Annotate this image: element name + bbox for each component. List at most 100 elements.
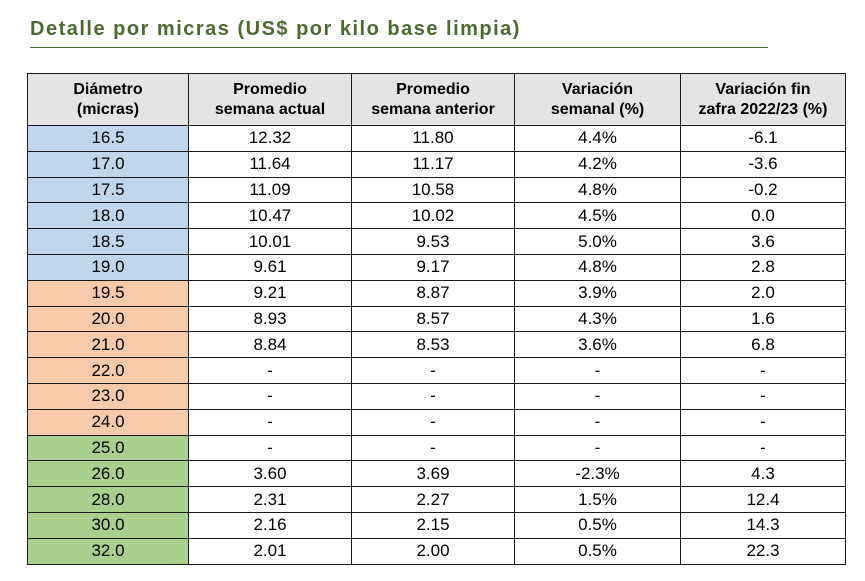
- value-cell: 4.8%: [514, 176, 681, 204]
- diameter-cell: 22.0: [27, 357, 189, 384]
- value-cell: 4.5%: [514, 202, 681, 230]
- value-cell: -: [188, 382, 352, 410]
- table-row: 22.0- - - -: [27, 357, 846, 384]
- value-cell: 8.87: [351, 279, 515, 307]
- table-row: 26.0 3.60 3.69 -2.3% 4.3: [27, 460, 846, 488]
- table-row: 16.5 12.32 11.80 4.4% -6.1: [27, 125, 846, 152]
- value-cell: -: [351, 434, 515, 462]
- value-cell: -3.6: [680, 150, 846, 178]
- diameter-cell: 17.0: [27, 150, 189, 178]
- table-row: 21.0 8.84 8.53 3.6% 6.8: [27, 331, 846, 359]
- value-cell: -: [514, 357, 681, 384]
- value-cell: 3.6: [680, 228, 846, 255]
- table-row: 23.0- - - -: [27, 382, 846, 410]
- value-cell: 10.58: [351, 176, 515, 204]
- table-row: 19.0 9.61 9.17 4.8% 2.8: [27, 253, 846, 281]
- value-cell: -: [680, 408, 846, 436]
- value-cell: -2.3%: [514, 460, 681, 488]
- value-cell: 0.5%: [514, 537, 681, 565]
- value-cell: 8.53: [351, 331, 515, 359]
- diameter-cell: 19.5: [27, 279, 189, 307]
- value-cell: 9.53: [351, 228, 515, 255]
- diameter-cell: 26.0: [27, 460, 189, 488]
- value-cell: 2.15: [351, 511, 515, 539]
- value-cell: 22.3: [680, 537, 846, 565]
- value-cell: 10.01: [188, 228, 352, 255]
- value-cell: 2.27: [351, 486, 515, 513]
- value-cell: 2.00: [351, 537, 515, 565]
- value-cell: 11.64: [188, 150, 352, 178]
- value-cell: 11.09: [188, 176, 352, 204]
- value-cell: 3.60: [188, 460, 352, 488]
- header-line: zafra 2022/23 (%): [698, 100, 828, 118]
- table-row: 28.0 2.31 2.27 1.5% 12.4: [27, 486, 846, 513]
- diameter-cell: 16.5: [27, 125, 189, 152]
- header-variacion-semanal: Variación semanal (%): [514, 73, 681, 126]
- table-row: 30.0 2.16 2.15 0.5% 14.3: [27, 511, 846, 539]
- diameter-cell: 30.0: [27, 511, 189, 539]
- diameter-cell: 21.0: [27, 331, 189, 359]
- table-header-row: Diámetro (micras) Promedio semana actual P…: [27, 73, 846, 126]
- value-cell: 10.02: [351, 202, 515, 230]
- table-row: 19.5 9.21 8.87 3.9% 2.0: [27, 279, 846, 307]
- value-cell: 0.0: [680, 202, 846, 230]
- header-variacion-zafra: Variación fin zafra 2022/23 (%): [680, 73, 846, 126]
- value-cell: -6.1: [680, 125, 846, 152]
- value-cell: 3.6%: [514, 331, 681, 359]
- value-cell: 3.9%: [514, 279, 681, 307]
- value-cell: 2.0: [680, 279, 846, 307]
- diameter-cell: 17.5: [27, 176, 189, 204]
- value-cell: -: [680, 357, 846, 384]
- price-table: Diámetro (micras) Promedio semana actual P…: [27, 73, 846, 565]
- header-line: semana anterior: [371, 100, 495, 118]
- diameter-cell: 28.0: [27, 486, 189, 513]
- diameter-cell: 19.0: [27, 253, 189, 281]
- header-diametro: Diámetro (micras): [27, 73, 189, 126]
- table-row: 17.0 11.64 11.17 4.2% -3.6: [27, 150, 846, 178]
- value-cell: 12.32: [188, 125, 352, 152]
- header-line: Promedio: [396, 80, 470, 98]
- value-cell: -: [514, 382, 681, 410]
- value-cell: 14.3: [680, 511, 846, 539]
- value-cell: 11.17: [351, 150, 515, 178]
- value-cell: 4.2%: [514, 150, 681, 178]
- value-cell: 0.5%: [514, 511, 681, 539]
- value-cell: -: [514, 408, 681, 436]
- value-cell: 12.4: [680, 486, 846, 513]
- value-cell: 8.93: [188, 305, 352, 333]
- value-cell: 4.3: [680, 460, 846, 488]
- value-cell: -: [188, 434, 352, 462]
- table-row: 17.5 11.09 10.58 4.8% -0.2: [27, 176, 846, 204]
- header-line: semana actual: [214, 100, 326, 118]
- value-cell: -: [351, 408, 515, 436]
- value-cell: 1.5%: [514, 486, 681, 513]
- diameter-cell: 25.0: [27, 434, 189, 462]
- value-cell: 3.69: [351, 460, 515, 488]
- value-cell: 2.31: [188, 486, 352, 513]
- value-cell: 9.17: [351, 253, 515, 281]
- table-row: 32.0 2.01 2.00 0.5% 22.3: [27, 537, 846, 565]
- value-cell: 6.8: [680, 331, 846, 359]
- diameter-cell: 24.0: [27, 408, 189, 436]
- value-cell: 8.57: [351, 305, 515, 333]
- header-line: semanal (%): [550, 100, 645, 118]
- value-cell: 2.01: [188, 537, 352, 565]
- header-line: Diámetro: [73, 80, 143, 98]
- value-cell: -: [680, 382, 846, 410]
- diameter-cell: 23.0: [27, 382, 189, 410]
- header-line: Variación: [561, 80, 634, 98]
- value-cell: 4.3%: [514, 305, 681, 333]
- value-cell: 4.8%: [514, 253, 681, 281]
- value-cell: 4.4%: [514, 125, 681, 152]
- value-cell: 2.8: [680, 253, 846, 281]
- header-line: Variación fin: [715, 80, 811, 98]
- value-cell: -0.2: [680, 176, 846, 204]
- diameter-cell: 18.0: [27, 202, 189, 230]
- value-cell: 8.84: [188, 331, 352, 359]
- value-cell: 10.47: [188, 202, 352, 230]
- header-line: Promedio: [233, 80, 307, 98]
- table-row: 24.0- - - -: [27, 408, 846, 436]
- table-row: 18.0 10.47 10.02 4.5% 0.0: [27, 202, 846, 230]
- page-title: Detalle por micras (US$ por kilo base li…: [30, 18, 521, 40]
- value-cell: 2.16: [188, 511, 352, 539]
